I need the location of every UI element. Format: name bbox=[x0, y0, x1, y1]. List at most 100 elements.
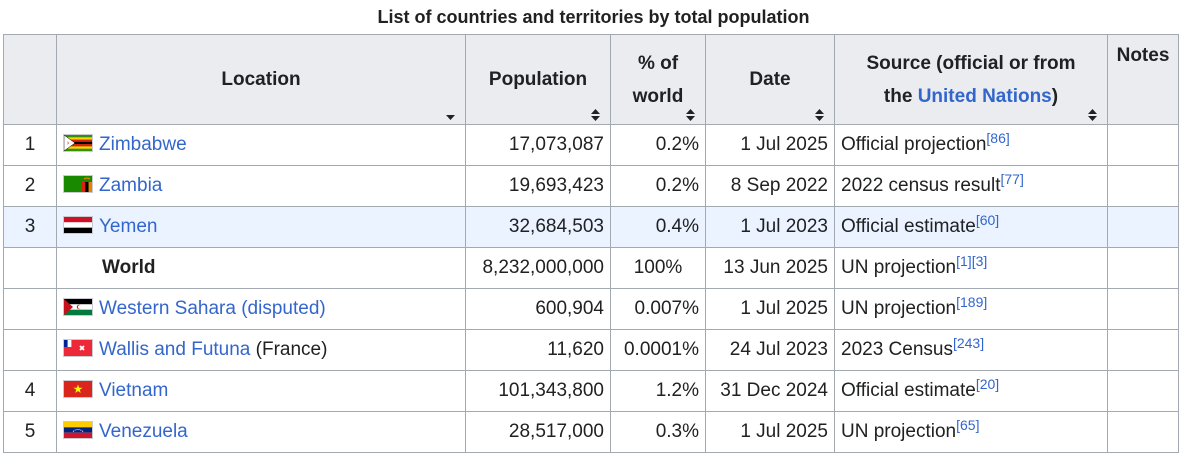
percent-cell: 0.0001% bbox=[610, 329, 706, 371]
table-row: Western Sahara (disputed) 600,904 0.007%… bbox=[3, 288, 1179, 330]
location-link[interactable]: Zambia bbox=[99, 175, 163, 196]
location-cell: Zambia bbox=[56, 165, 466, 207]
source-text: Official projection bbox=[841, 134, 987, 155]
source-text: Official estimate bbox=[841, 380, 976, 401]
sort-icon[interactable] bbox=[815, 109, 824, 121]
source-text: UN projection bbox=[841, 257, 957, 278]
location-name: World bbox=[102, 257, 156, 278]
population-header-label: Population bbox=[488, 69, 588, 90]
notes-cell bbox=[1107, 370, 1179, 412]
reference-link[interactable]: [65] bbox=[956, 417, 980, 433]
location-link[interactable]: Zimbabwe bbox=[99, 134, 187, 155]
location-link[interactable]: Venezuela bbox=[99, 421, 188, 442]
percent-cell: 1.2% bbox=[610, 370, 706, 412]
source-text: 2022 census result bbox=[841, 175, 1001, 196]
reference-link[interactable]: [20] bbox=[975, 376, 1000, 392]
date-cell: 1 Jul 2025 bbox=[705, 411, 835, 453]
location-header-label: Location bbox=[221, 69, 301, 90]
table-row: 4 Vietnam 101,343,800 1.2% 31 Dec 2024 O… bbox=[3, 370, 1179, 412]
source-text: UN projection bbox=[841, 298, 957, 319]
reference-link[interactable]: [77] bbox=[1000, 171, 1024, 187]
notes-cell bbox=[1107, 329, 1179, 371]
reference-link[interactable]: [3] bbox=[971, 253, 988, 269]
source-cell: Official estimate[20] bbox=[834, 370, 1108, 412]
population-header[interactable]: Population bbox=[465, 34, 611, 125]
population-cell: 28,517,000 bbox=[465, 411, 611, 453]
population-table: Location Population % of world Date Sour… bbox=[3, 34, 1179, 453]
date-cell: 1 Jul 2025 bbox=[705, 124, 835, 166]
reference-link[interactable]: [60] bbox=[975, 212, 1000, 228]
source-cell: 2022 census result[77] bbox=[834, 165, 1108, 207]
location-cell: Yemen bbox=[56, 206, 466, 248]
venezuela-flag-icon bbox=[63, 421, 93, 439]
sort-icon[interactable] bbox=[1088, 109, 1097, 121]
source-cell: Official projection[86] bbox=[834, 124, 1108, 166]
percent-cell: 0.3% bbox=[610, 411, 706, 453]
notes-cell bbox=[1107, 124, 1179, 166]
rank-cell: 1 bbox=[3, 124, 57, 166]
percent-header-line2: world bbox=[632, 85, 684, 107]
source-cell: 2023 Census[243] bbox=[834, 329, 1108, 371]
location-link[interactable]: Vietnam bbox=[99, 380, 169, 401]
source-header[interactable]: Source (official or from the United Nati… bbox=[834, 34, 1108, 125]
date-cell: 24 Jul 2023 bbox=[705, 329, 835, 371]
population-cell: 19,693,423 bbox=[465, 165, 611, 207]
percent-cell: 0.2% bbox=[610, 124, 706, 166]
source-cell: UN projection[65] bbox=[834, 411, 1108, 453]
location-header[interactable]: Location bbox=[56, 34, 466, 125]
location-cell: Vietnam bbox=[56, 370, 466, 412]
date-cell: 8 Sep 2022 bbox=[705, 165, 835, 207]
source-text: 2023 Census bbox=[841, 339, 953, 360]
rank-cell: 4 bbox=[3, 370, 57, 412]
sort-icon[interactable] bbox=[686, 109, 695, 121]
location-link[interactable]: Yemen bbox=[99, 216, 158, 237]
location-cell: Western Sahara (disputed) bbox=[56, 288, 466, 330]
table-row: 5 Venezuela 28,517,000 0.3% 1 Jul 2025 U… bbox=[3, 411, 1179, 453]
location-suffix: (France) bbox=[250, 339, 328, 360]
table-row: Wallis and Futuna (France) 11,620 0.0001… bbox=[3, 329, 1179, 371]
source-text: Official estimate bbox=[841, 216, 976, 237]
reference-link[interactable]: [86] bbox=[986, 130, 1010, 146]
reference-link[interactable]: [1] bbox=[956, 253, 972, 269]
notes-header: Notes bbox=[1107, 34, 1179, 125]
sort-descending-icon[interactable] bbox=[446, 111, 455, 123]
percent-cell: 0.2% bbox=[610, 165, 706, 207]
date-cell: 1 Jul 2023 bbox=[705, 206, 835, 248]
reference-link[interactable]: [189] bbox=[956, 294, 988, 310]
source-cell: UN projection[189] bbox=[834, 288, 1108, 330]
rank-header bbox=[3, 34, 57, 125]
zambia-flag-icon bbox=[63, 175, 93, 193]
date-header[interactable]: Date bbox=[705, 34, 835, 125]
table-row: 3 Yemen 32,684,503 0.4% 1 Jul 2023 Offic… bbox=[3, 206, 1179, 248]
yemen-flag-icon bbox=[63, 216, 93, 234]
location-cell: Zimbabwe bbox=[56, 124, 466, 166]
location-cell: Wallis and Futuna (France) bbox=[56, 329, 466, 371]
population-cell: 17,073,087 bbox=[465, 124, 611, 166]
united-nations-link[interactable]: United Nations bbox=[917, 85, 1052, 107]
source-header-line1: Source (official or from bbox=[866, 52, 1076, 74]
population-cell: 32,684,503 bbox=[465, 206, 611, 248]
source-text: UN projection bbox=[841, 421, 957, 442]
rank-cell bbox=[3, 247, 57, 289]
location-link[interactable]: Western Sahara (disputed) bbox=[99, 298, 326, 319]
source-header-the: the bbox=[883, 85, 918, 107]
rank-cell: 3 bbox=[3, 206, 57, 248]
rank-cell bbox=[3, 329, 57, 371]
sort-icon[interactable] bbox=[591, 109, 600, 121]
population-cell: 101,343,800 bbox=[465, 370, 611, 412]
percent-header-line1: % of bbox=[637, 52, 679, 74]
vietnam-flag-icon bbox=[63, 380, 93, 398]
population-cell: 600,904 bbox=[465, 288, 611, 330]
western-sahara-flag-icon bbox=[63, 298, 93, 316]
date-header-label: Date bbox=[749, 69, 791, 90]
notes-cell bbox=[1107, 288, 1179, 330]
percent-header[interactable]: % of world bbox=[610, 34, 706, 125]
notes-cell bbox=[1107, 247, 1179, 289]
percent-cell: 0.4% bbox=[610, 206, 706, 248]
notes-cell bbox=[1107, 411, 1179, 453]
location-link[interactable]: Wallis and Futuna bbox=[99, 339, 251, 360]
table-row: 1 Zimbabwe 17,073,087 0.2% 1 Jul 2025 Of… bbox=[3, 124, 1179, 166]
reference-link[interactable]: [243] bbox=[952, 335, 985, 351]
percent-cell: 0.007% bbox=[610, 288, 706, 330]
source-header-close: ) bbox=[1051, 85, 1059, 107]
